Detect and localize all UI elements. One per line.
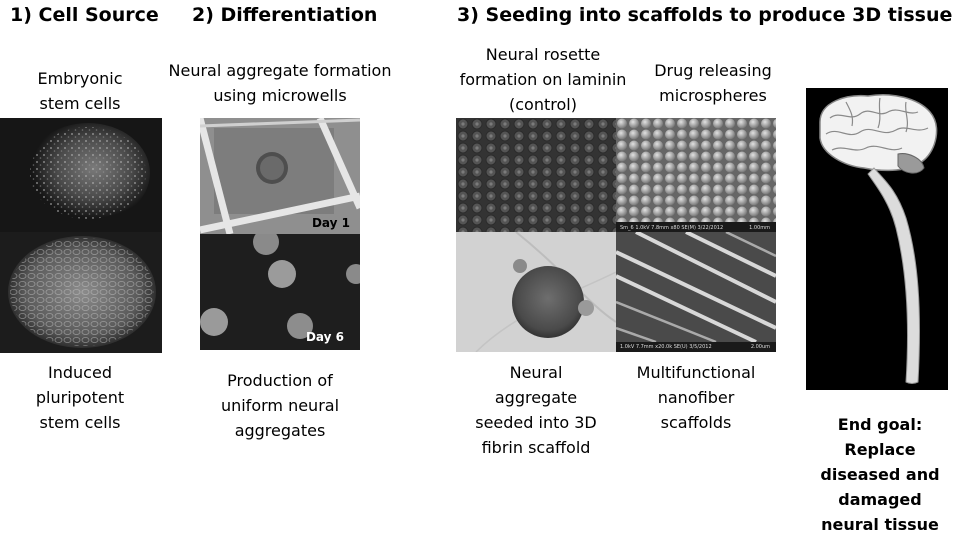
caption-end-goal: End goal: Replace diseased and damaged n… [800, 412, 960, 537]
caption-line: scaffolds [660, 413, 732, 432]
caption-line: seeded into 3D [475, 413, 597, 432]
image-neural-aggregate-fibrin [456, 232, 616, 352]
caption-line: microspheres [659, 86, 767, 105]
caption-line: diseased and [820, 465, 940, 484]
caption-line: formation on laminin [459, 70, 627, 89]
caption-line: aggregate [494, 388, 578, 407]
image-brain-spinal-cord [806, 88, 948, 390]
caption-aggregate-formation: Neural aggregate formation using microwe… [160, 58, 400, 108]
caption-line: stem cells [39, 413, 121, 432]
caption-line: Replace [844, 440, 916, 459]
caption-line: Drug releasing [654, 61, 772, 80]
day-1-label: Day 1 [311, 216, 350, 230]
caption-line: fibrin scaffold [481, 438, 591, 457]
caption-line: Production of [227, 371, 333, 390]
caption-line: neural tissue [821, 515, 939, 534]
heading-differentiation: 2) Differentiation [192, 4, 378, 26]
sem-info-nanofibers: 1.0kV 7.7mm x20.0k SE(U) 3/5/2012 [620, 344, 712, 350]
caption-line: (control) [509, 95, 577, 114]
caption-line: Embryonic [37, 69, 123, 88]
caption-seeded: Neural aggregate seeded into 3D fibrin s… [456, 360, 616, 460]
image-induced-pluripotent-stem-cells [0, 232, 162, 353]
brain-spinal-cord-icon [819, 94, 938, 384]
caption-drug: Drug releasing microspheres [628, 58, 798, 108]
caption-line: Neural aggregate formation [168, 61, 392, 80]
caption-line: aggregates [234, 421, 326, 440]
caption-nanofiber: Multifunctional nanofiber scaffolds [616, 360, 776, 435]
caption-line: uniform neural [220, 396, 340, 415]
caption-embryonic: Embryonic stem cells [0, 66, 160, 116]
caption-line: Neural rosette [485, 45, 601, 64]
caption-line: Multifunctional [636, 363, 756, 382]
caption-line: Induced [48, 363, 112, 382]
caption-rosette: Neural rosette formation on laminin (con… [448, 42, 638, 117]
caption-line: stem cells [39, 94, 121, 113]
sem-info-microspheres: Sm_6 1.0kV 7.8mm x80 SE(M) 3/22/2012 [620, 225, 724, 231]
image-aggregates-day-6: Day 6 [200, 234, 360, 350]
sem-scale-nanofibers: 2.00um [750, 344, 770, 350]
caption-line: End goal: [837, 415, 923, 434]
image-neural-rosette [456, 118, 616, 232]
image-drug-microspheres: Sm_6 1.0kV 7.8mm x80 SE(M) 3/22/2012 1.0… [616, 118, 776, 232]
caption-line: nanofiber [657, 388, 735, 407]
image-embryonic-stem-cells [0, 118, 162, 232]
heading-seeding: 3) Seeding into scaffolds to produce 3D … [457, 4, 953, 26]
image-nanofiber-scaffolds: 1.0kV 7.7mm x20.0k SE(U) 3/5/2012 2.00um [616, 232, 776, 352]
caption-line: using microwells [213, 86, 347, 105]
heading-cell-source: 1) Cell Source [10, 4, 159, 26]
caption-line: Neural [509, 363, 563, 382]
caption-ipsc: Induced pluripotent stem cells [0, 360, 160, 435]
image-microwell-day-1: Day 1 [200, 118, 360, 234]
day-6-label: Day 6 [305, 330, 344, 344]
caption-production: Production of uniform neural aggregates [180, 368, 380, 443]
caption-line: pluripotent [35, 388, 125, 407]
caption-line: damaged [838, 490, 922, 509]
sem-scale-microspheres: 1.00mm [749, 225, 770, 231]
